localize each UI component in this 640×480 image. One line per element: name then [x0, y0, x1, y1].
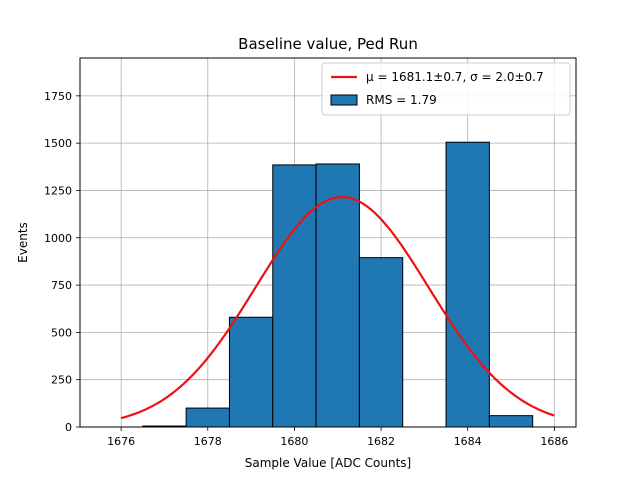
x-tick-label: 1682	[367, 435, 395, 448]
y-tick-label: 1250	[44, 184, 72, 197]
x-tick-label: 1676	[107, 435, 135, 448]
x-tick-label: 1684	[454, 435, 482, 448]
histogram-bars	[142, 141, 534, 428]
histogram-bar	[488, 415, 534, 428]
x-tick-label: 1680	[280, 435, 308, 448]
y-tick-label: 0	[65, 421, 72, 434]
histogram-bar	[228, 316, 274, 428]
legend-bar-swatch	[330, 94, 358, 106]
x-tick-label: 1686	[540, 435, 568, 448]
axis-ticks: 1676 1678 1680 1682 1684 1686 0 250 500 750 1000 12…	[44, 90, 568, 448]
y-tick-label: 750	[51, 279, 72, 292]
legend-entry-label: μ = 1681.1±0.7, σ = 2.0±0.7	[366, 70, 544, 84]
x-axis-label: Sample Value [ADC Counts]	[245, 456, 411, 470]
chart-title: Baseline value, Ped Run	[238, 35, 418, 53]
y-axis-label: Events	[16, 222, 30, 263]
y-tick-label: 1000	[44, 232, 72, 245]
histogram-bar	[185, 407, 230, 428]
y-tick-label: 1750	[44, 90, 72, 103]
histogram-bar	[445, 141, 490, 428]
legend: μ = 1681.1±0.7, σ = 2.0±0.7 RMS = 1.79	[321, 62, 571, 116]
y-tick-label: 500	[51, 326, 72, 339]
gaussian-fit-curve	[120, 195, 555, 420]
plot-frame	[79, 57, 577, 428]
x-tick-label: 1678	[194, 435, 222, 448]
histogram-bar	[272, 164, 317, 428]
fit-curve-group	[120, 195, 555, 420]
legend-entry-label: RMS = 1.79	[366, 93, 437, 107]
y-tick-label: 250	[51, 374, 72, 387]
histogram-bar	[315, 163, 360, 428]
legend-box	[321, 62, 571, 116]
y-tick-label: 1500	[44, 137, 72, 150]
histogram-bar	[358, 257, 404, 428]
